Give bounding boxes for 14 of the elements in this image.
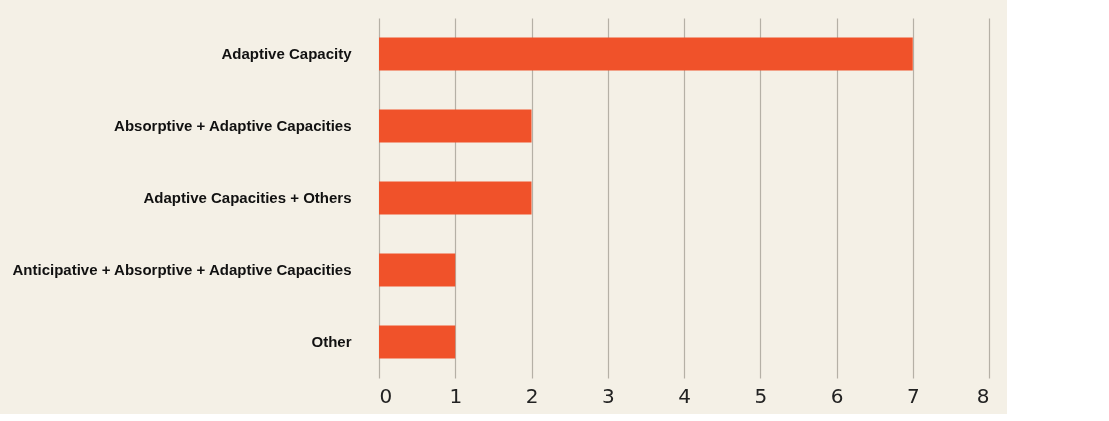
x-tick-label: 1 (449, 383, 463, 408)
y-tick-label: Adaptive Capacities + Others (143, 189, 352, 206)
x-tick-label: 7 (906, 383, 920, 408)
x-tick-label: 4 (678, 383, 691, 408)
y-tick-label: Absorptive + Adaptive Capacities (114, 117, 352, 134)
x-tick-label: 5 (754, 383, 768, 408)
x-tick-label: 3 (601, 383, 615, 408)
x-tick-label: 6 (830, 383, 844, 408)
y-tick-label: Adaptive Capacity (221, 45, 353, 62)
x-tick-label: 0 (379, 383, 393, 408)
y-tick-label: Other (311, 333, 352, 350)
x-tick-label: 8 (976, 383, 990, 408)
y-tick-label: Anticipative + Absorptive + Adaptive Capacities (12, 261, 352, 278)
x-tick-label: 2 (525, 383, 539, 408)
